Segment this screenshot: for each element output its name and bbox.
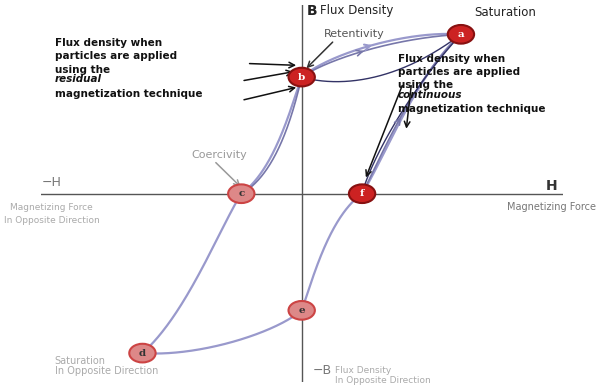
Text: −B: −B bbox=[313, 364, 332, 377]
Text: Saturation: Saturation bbox=[475, 7, 536, 19]
Circle shape bbox=[289, 68, 315, 87]
Circle shape bbox=[448, 25, 474, 43]
Text: H: H bbox=[546, 179, 557, 193]
Text: c: c bbox=[238, 189, 244, 198]
Text: In Opposite Direction: In Opposite Direction bbox=[335, 376, 430, 385]
Text: Coercivity: Coercivity bbox=[192, 150, 248, 160]
Text: Flux density when
particles are applied
using the: Flux density when particles are applied … bbox=[55, 38, 177, 74]
Text: Flux Density: Flux Density bbox=[320, 5, 393, 17]
Text: e: e bbox=[298, 306, 305, 315]
Text: −H: −H bbox=[42, 175, 62, 189]
Text: Saturation: Saturation bbox=[55, 356, 106, 366]
Text: Flux Density: Flux Density bbox=[335, 366, 391, 375]
Text: Magnetizing Force: Magnetizing Force bbox=[10, 203, 93, 212]
Text: magnetization technique: magnetization technique bbox=[398, 104, 545, 114]
Text: d: d bbox=[139, 348, 146, 358]
Text: In Opposite Direction: In Opposite Direction bbox=[4, 217, 100, 225]
Text: residual: residual bbox=[55, 74, 101, 84]
Text: Retentivity: Retentivity bbox=[323, 29, 385, 39]
Circle shape bbox=[289, 301, 315, 320]
Text: continuous: continuous bbox=[398, 90, 462, 100]
Text: a: a bbox=[458, 30, 464, 39]
Text: Flux density when
particles are applied
using the: Flux density when particles are applied … bbox=[398, 54, 520, 90]
Circle shape bbox=[349, 184, 375, 203]
Text: In Opposite Direction: In Opposite Direction bbox=[55, 365, 158, 376]
Circle shape bbox=[228, 184, 254, 203]
Text: f: f bbox=[360, 189, 364, 198]
Text: b: b bbox=[298, 73, 305, 81]
Text: B: B bbox=[307, 4, 318, 18]
Circle shape bbox=[129, 344, 155, 362]
Text: magnetization technique: magnetization technique bbox=[55, 89, 202, 99]
Text: Magnetizing Force: Magnetizing Force bbox=[507, 202, 596, 212]
